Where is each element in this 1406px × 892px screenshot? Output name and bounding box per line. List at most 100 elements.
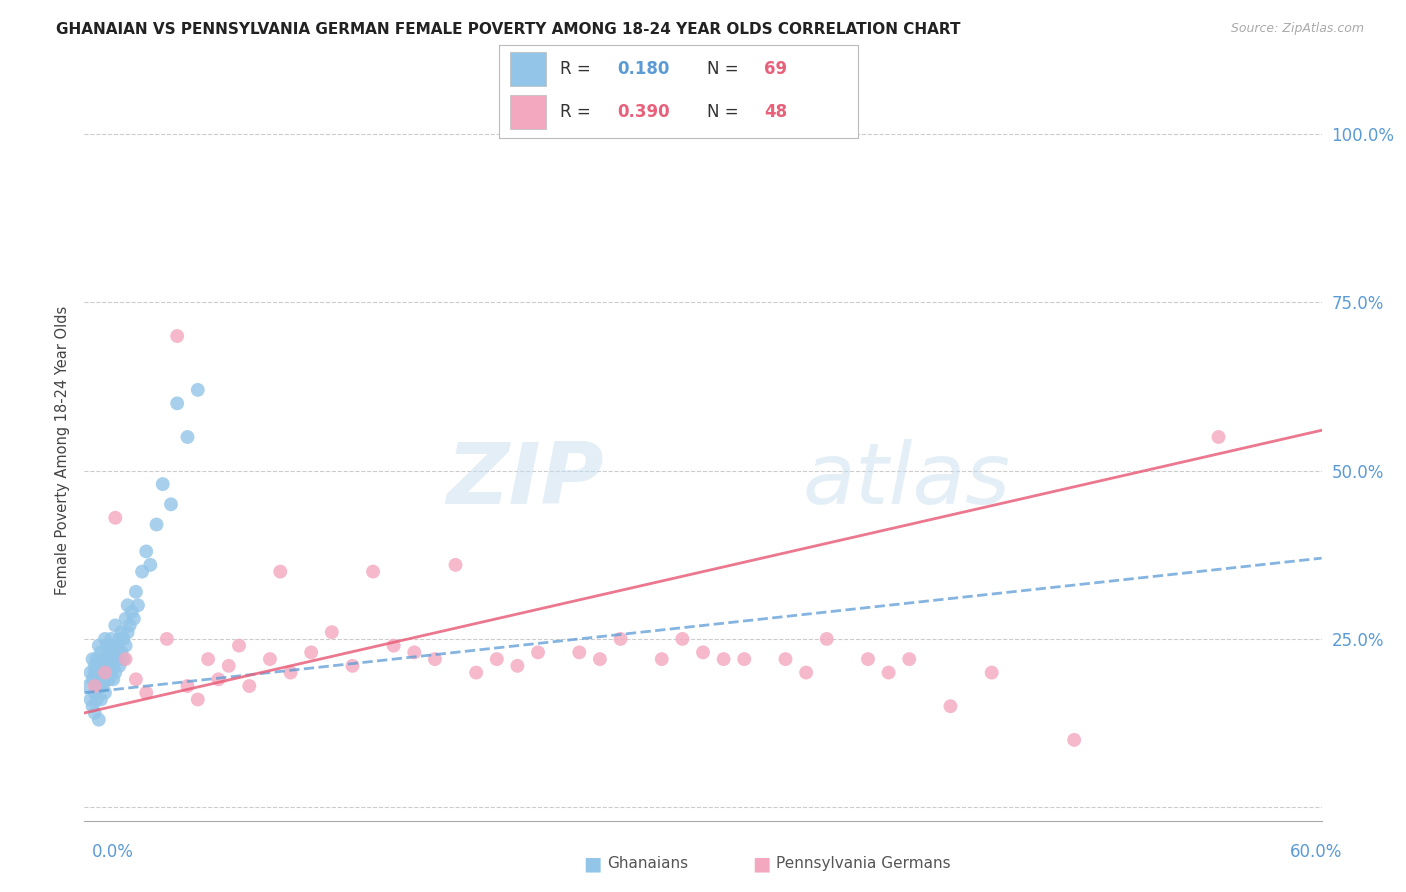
Text: N =: N = bbox=[707, 103, 738, 121]
Point bbox=[269, 565, 291, 579]
Point bbox=[103, 639, 125, 653]
Point bbox=[83, 686, 105, 700]
Point bbox=[87, 713, 110, 727]
Point bbox=[713, 652, 735, 666]
Point bbox=[228, 639, 250, 653]
Point bbox=[98, 673, 121, 687]
Point bbox=[568, 645, 591, 659]
Point bbox=[110, 645, 132, 659]
Text: atlas: atlas bbox=[801, 439, 1010, 522]
Point bbox=[1208, 430, 1230, 444]
Point bbox=[342, 658, 364, 673]
Point bbox=[105, 639, 128, 653]
Point bbox=[98, 658, 121, 673]
Point bbox=[815, 632, 838, 646]
Point bbox=[135, 544, 157, 558]
Point bbox=[87, 665, 110, 680]
Point bbox=[82, 699, 104, 714]
Text: ZIP: ZIP bbox=[446, 439, 605, 522]
Point bbox=[692, 645, 714, 659]
Point bbox=[112, 632, 135, 646]
Text: GHANAIAN VS PENNSYLVANIA GERMAN FEMALE POVERTY AMONG 18-24 YEAR OLDS CORRELATION: GHANAIAN VS PENNSYLVANIA GERMAN FEMALE P… bbox=[56, 22, 960, 37]
Point bbox=[96, 652, 118, 666]
Point bbox=[91, 652, 114, 666]
Text: N =: N = bbox=[707, 60, 738, 78]
Point bbox=[98, 645, 121, 659]
Point bbox=[103, 673, 125, 687]
Point bbox=[114, 639, 136, 653]
Point bbox=[90, 645, 112, 659]
Text: ■: ■ bbox=[583, 854, 602, 873]
Point bbox=[94, 673, 117, 687]
Point bbox=[980, 665, 1002, 680]
Point bbox=[527, 645, 550, 659]
Point bbox=[152, 477, 174, 491]
Point bbox=[118, 618, 141, 632]
Point bbox=[90, 692, 112, 706]
Point bbox=[79, 665, 101, 680]
Text: 0.390: 0.390 bbox=[617, 103, 671, 121]
Point bbox=[114, 612, 136, 626]
Point bbox=[104, 665, 127, 680]
Point bbox=[96, 665, 118, 680]
Point bbox=[117, 625, 139, 640]
Point bbox=[86, 692, 108, 706]
Point bbox=[91, 665, 114, 680]
Point bbox=[898, 652, 921, 666]
Point bbox=[609, 632, 631, 646]
Text: 0.0%: 0.0% bbox=[91, 843, 134, 861]
Point bbox=[108, 658, 131, 673]
Text: 0.180: 0.180 bbox=[617, 60, 669, 78]
Point bbox=[104, 510, 127, 524]
Text: ■: ■ bbox=[752, 854, 770, 873]
Point bbox=[671, 632, 693, 646]
Point bbox=[117, 599, 139, 613]
Point bbox=[82, 673, 104, 687]
Point bbox=[104, 618, 127, 632]
Point bbox=[176, 430, 198, 444]
Bar bbox=[510, 52, 546, 86]
Point bbox=[114, 652, 136, 666]
Point bbox=[321, 625, 343, 640]
Point bbox=[166, 396, 188, 410]
Point bbox=[100, 652, 122, 666]
Point bbox=[103, 658, 125, 673]
Bar bbox=[510, 95, 546, 129]
Point bbox=[90, 658, 112, 673]
Point bbox=[79, 692, 101, 706]
Point bbox=[96, 639, 118, 653]
Point bbox=[877, 665, 900, 680]
Point bbox=[651, 652, 673, 666]
Point bbox=[77, 679, 100, 693]
Point bbox=[82, 652, 104, 666]
Point bbox=[139, 558, 162, 572]
Point bbox=[121, 605, 143, 619]
Point bbox=[100, 665, 122, 680]
Text: 48: 48 bbox=[765, 103, 787, 121]
Text: Pennsylvania Germans: Pennsylvania Germans bbox=[776, 856, 950, 871]
Point bbox=[127, 599, 149, 613]
Y-axis label: Female Poverty Among 18-24 Year Olds: Female Poverty Among 18-24 Year Olds bbox=[55, 306, 70, 595]
Point bbox=[156, 632, 179, 646]
Point bbox=[506, 658, 529, 673]
Point bbox=[280, 665, 302, 680]
Point bbox=[90, 673, 112, 687]
Point bbox=[176, 679, 198, 693]
Point bbox=[87, 639, 110, 653]
Point bbox=[187, 692, 209, 706]
Point bbox=[775, 652, 797, 666]
Point bbox=[1063, 732, 1085, 747]
Point bbox=[110, 625, 132, 640]
Point bbox=[485, 652, 508, 666]
Point bbox=[166, 329, 188, 343]
Point bbox=[104, 645, 127, 659]
Point bbox=[589, 652, 612, 666]
Point bbox=[465, 665, 488, 680]
Point bbox=[83, 658, 105, 673]
Point bbox=[733, 652, 755, 666]
Text: 69: 69 bbox=[765, 60, 787, 78]
Point bbox=[86, 652, 108, 666]
Point bbox=[122, 612, 145, 626]
Point bbox=[105, 652, 128, 666]
Point bbox=[218, 658, 240, 673]
